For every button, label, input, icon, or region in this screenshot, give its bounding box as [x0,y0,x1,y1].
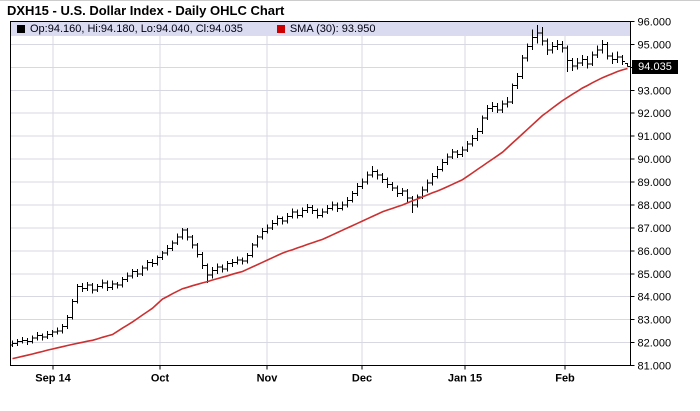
x-axis: Sep 14 Oct Nov Dec Jan 15 Feb [35,365,575,385]
y-axis: 96.000 95.000 93.000 92.000 91.000 90.000 89.0… [630,17,672,373]
y-axis-label: 86.000 [638,246,672,258]
y-axis-label: 95.000 [638,39,672,51]
y-axis-label: 96.000 [638,17,672,29]
y-axis-label: 91.000 [638,131,672,143]
ohlc-bars [10,24,630,348]
y-axis-label: 87.000 [638,223,672,235]
y-axis-label: 89.000 [638,177,672,189]
chart-title: DXH15 - U.S. Dollar Index - Daily OHLC C… [7,3,285,18]
chart-legend: Op:94.160, Hi:94.180, Lo:94.040, Cl:94.0… [11,22,630,36]
y-axis-label: 90.000 [638,154,672,166]
ohlc-legend-marker-icon [17,25,25,33]
y-axis-label: 84.000 [638,292,672,304]
x-axis-label: Dec [352,373,372,385]
legend-band [11,22,630,36]
ohlc-legend-label: Op:94.160, Hi:94.180, Lo:94.040, Cl:94.0… [30,23,243,35]
y-axis-label: 93.000 [638,85,672,97]
grid-lines [10,21,631,366]
x-axis-label: Nov [257,373,279,385]
x-axis-label: Sep 14 [35,373,71,385]
sma-line [12,67,628,360]
y-axis-label: 83.000 [638,315,672,327]
last-price-badge: 94.035 [632,60,678,74]
x-axis-label: Jan 15 [448,373,482,385]
y-axis-label: 85.000 [638,269,672,281]
x-axis-label: Oct [151,373,170,385]
sma-legend-marker-icon [276,25,285,33]
plot-border [10,21,631,366]
y-axis-label: 81.000 [638,361,672,373]
y-axis-label: 82.000 [638,338,672,350]
y-axis-label: 88.000 [638,200,672,212]
sma-legend-label: SMA (30): 93.950 [289,23,376,35]
x-axis-label: Feb [555,373,575,385]
y-axis-label: 92.000 [638,108,672,120]
